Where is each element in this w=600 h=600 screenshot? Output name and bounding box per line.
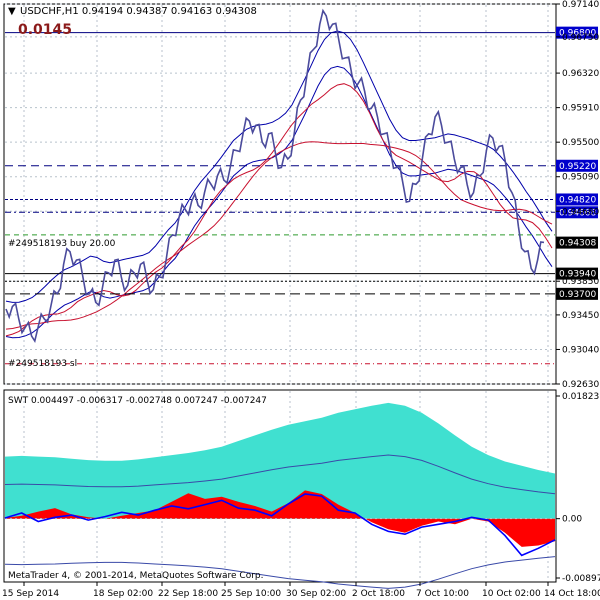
spread-value: 0.0145 xyxy=(18,22,72,38)
copyright: MetaTrader 4, © 2001-2014, MetaQuotes So… xyxy=(8,571,264,581)
price-tags: 0.96800 0.95220 0.94820 0.94668 0.94308 0.939… xyxy=(556,26,598,300)
swt-blue-line xyxy=(4,493,556,557)
y-tick-label: 0.94680 xyxy=(562,207,599,217)
x-tick-label: 15 Sep 2014 xyxy=(2,589,59,599)
price-tag-box xyxy=(556,26,598,39)
price-tag-label: 0.94668 xyxy=(559,208,596,218)
price-tag-box xyxy=(556,267,598,280)
price-tag-label: 0.96800 xyxy=(559,29,596,39)
x-tick-label: 30 Sep 02:00 xyxy=(286,589,346,599)
price-tag-box xyxy=(556,287,598,300)
price-tag-box xyxy=(556,206,598,219)
symbol-header: USDCHF,H1 0.94194 0.94387 0.94163 0.9430… xyxy=(20,6,257,17)
y-tick-label: 0.95500 xyxy=(562,138,599,148)
y-tick-label: 0.92630 xyxy=(562,380,599,390)
x-tick-label: 22 Sep 18:00 xyxy=(158,589,218,599)
swt-values: SWT 0.004497 -0.006317 -0.002748 0.00724… xyxy=(8,396,267,406)
x-tick-label: 10 Oct 02:00 xyxy=(482,589,541,599)
symbol-dropdown-icon[interactable]: ▼ xyxy=(8,6,16,17)
x-tick-label: 25 Sep 10:00 xyxy=(221,589,281,599)
order-label-buy: #249518193 buy 20.00 xyxy=(8,239,116,249)
x-tick-label: 18 Sep 02:00 xyxy=(93,589,153,599)
price-tag-box xyxy=(556,159,598,172)
y-tick-label: 0.96750 xyxy=(562,33,599,43)
upper-envelope-line xyxy=(5,30,553,303)
price-line xyxy=(5,8,545,344)
swt-indicator xyxy=(4,402,556,589)
main-grid xyxy=(5,3,555,385)
x-tick-label: 14 Oct 18:00 xyxy=(544,589,600,599)
y-tick-label: 0.93450 xyxy=(562,311,599,321)
price-tag-label: 0.94308 xyxy=(559,239,596,249)
y-tick-label: 0.93850 xyxy=(562,277,599,287)
price-tag-box xyxy=(556,193,598,206)
y-axis-ticks: 0.97140 0.96750 0.96320 0.95910 0.95500 0.950… xyxy=(556,0,599,390)
x-tick-label: 2 Oct 18:00 xyxy=(352,589,405,599)
moving-average-line xyxy=(5,83,553,337)
price-tag-label: 0.93940 xyxy=(559,270,596,280)
y-tick-label: 0.96320 xyxy=(562,69,599,79)
swt-teal-area xyxy=(5,402,555,519)
swt-tick-label: 0.01823 xyxy=(562,392,599,402)
y-tick-label: 0.95910 xyxy=(562,104,599,114)
swt-tick-label: 0.00 xyxy=(562,515,582,525)
main-overlays xyxy=(5,8,555,365)
y-tick-label: 0.93040 xyxy=(562,345,599,355)
price-tag-box xyxy=(556,236,598,249)
swt-lower-band xyxy=(4,556,556,589)
price-tag-label: 0.95220 xyxy=(559,162,596,172)
swt-y-axis-ticks: 0.01823 0.00 -0.008972 xyxy=(556,392,600,584)
price-tag-label: 0.93700 xyxy=(559,290,596,300)
swt-panel-frame xyxy=(3,389,557,583)
y-tick-label: 0.97140 xyxy=(562,0,599,10)
x-axis-ticks: 15 Sep 2014 18 Sep 02:00 22 Sep 18:00 25 Se… xyxy=(2,582,600,599)
order-label-sl: #249518193 sl xyxy=(8,359,77,369)
x-tick-label: 7 Oct 10:00 xyxy=(416,589,469,599)
swt-tick-label: -0.008972 xyxy=(562,574,600,584)
swt-mid-band xyxy=(4,454,556,495)
price-tag-label: 0.94820 xyxy=(559,195,596,205)
y-tick-label: 0.95090 xyxy=(562,173,599,183)
